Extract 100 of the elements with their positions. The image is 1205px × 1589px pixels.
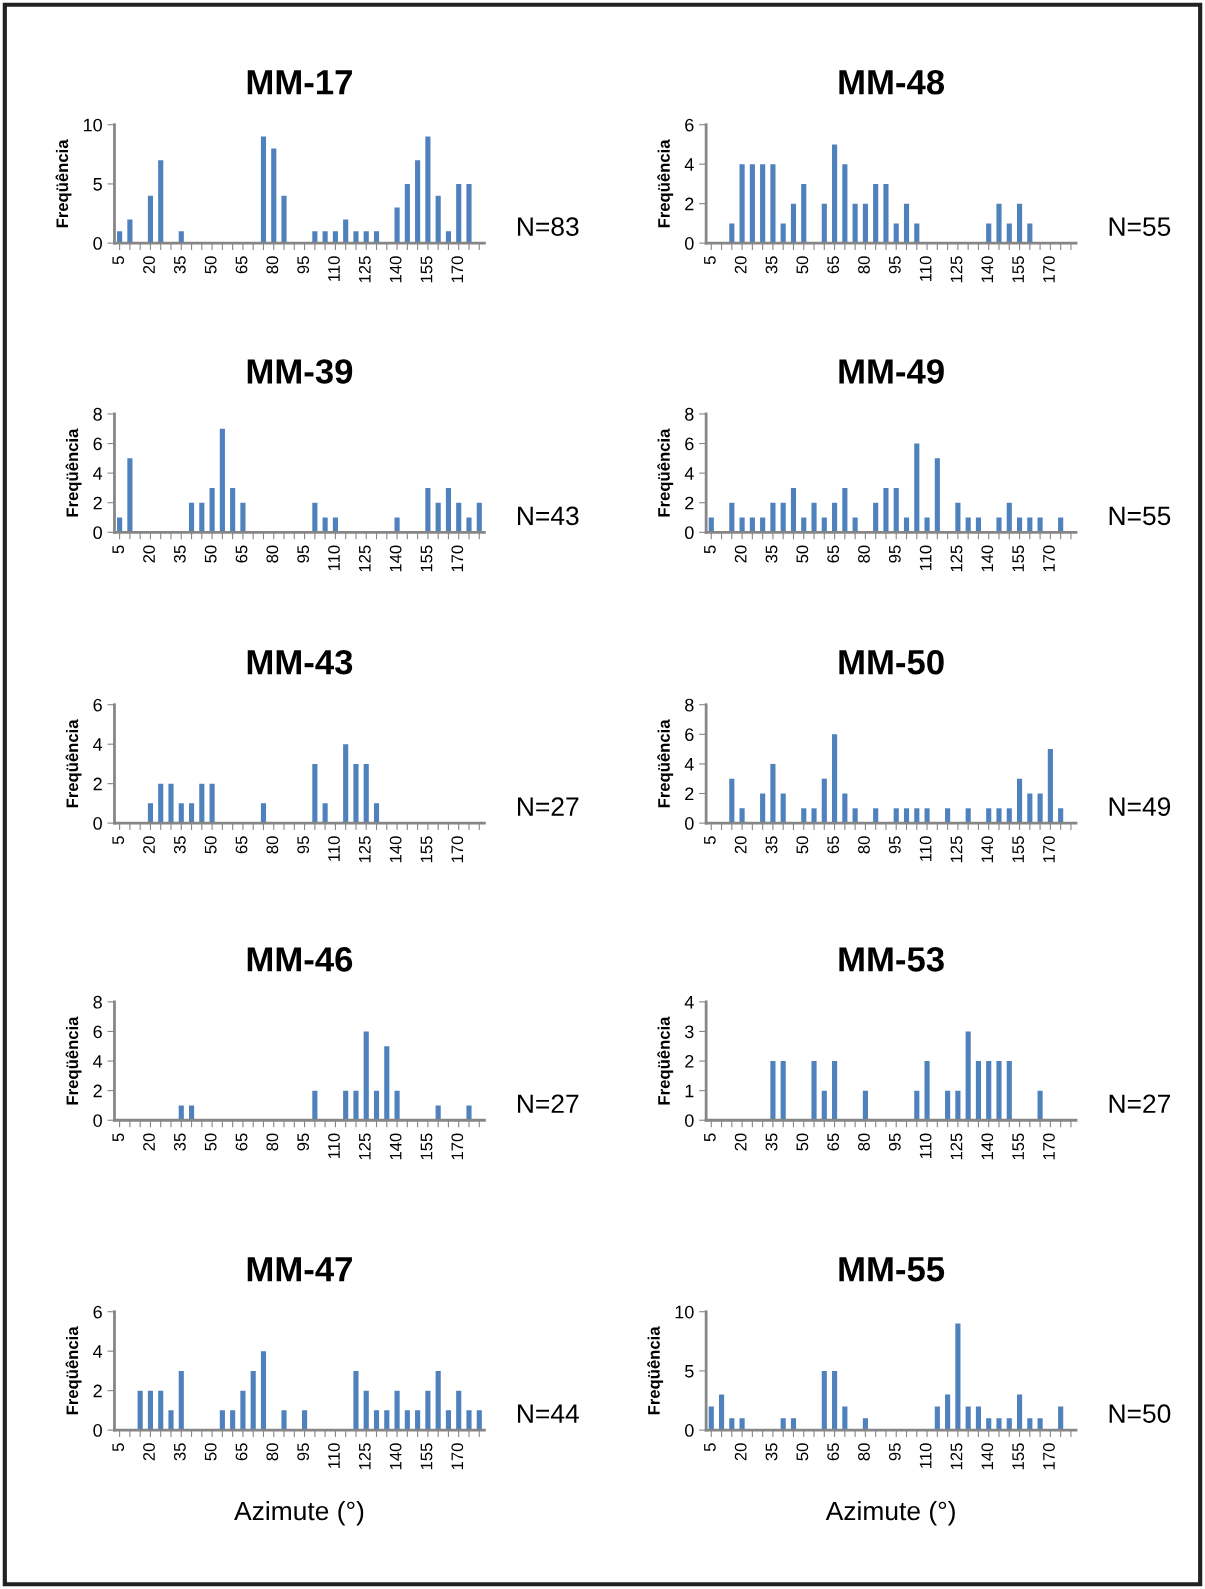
bar	[832, 502, 838, 533]
bar	[739, 808, 745, 824]
x-tick-label: 5	[112, 836, 125, 845]
x-tick-label: 5	[112, 1443, 125, 1452]
x-tick-label: 155	[420, 836, 433, 863]
bar	[790, 487, 797, 533]
bar	[770, 763, 776, 824]
x-tick-label: 155	[420, 1133, 433, 1160]
bar	[914, 223, 920, 244]
x-tick-label: 5	[704, 836, 716, 845]
x-tick-label: 20	[734, 256, 747, 274]
y-tick-label: 4	[684, 467, 694, 480]
bar	[873, 502, 879, 533]
bar	[749, 164, 755, 244]
y-axis-title: Freqüência	[657, 139, 674, 228]
bar	[873, 808, 879, 824]
x-tick-label: 95	[297, 836, 310, 854]
bar	[914, 1090, 920, 1121]
bar	[456, 183, 462, 244]
bar	[209, 783, 215, 824]
x-tick-label: 155	[1012, 256, 1025, 283]
bar	[1058, 1406, 1064, 1431]
y-tick-label: 6	[93, 1305, 102, 1319]
bar	[852, 203, 858, 244]
bar	[986, 1418, 992, 1431]
text: N=49	[1109, 797, 1171, 816]
x-tick-label: 170	[451, 1443, 464, 1470]
text: N=83	[518, 217, 579, 236]
x-tick-label: 125	[358, 1133, 371, 1160]
bar	[332, 231, 338, 244]
bar	[770, 164, 776, 244]
bar	[1006, 808, 1012, 824]
bar	[281, 195, 287, 244]
x-axis-title: Azimute (°)	[234, 1500, 364, 1526]
x-tick-label: 80	[266, 256, 279, 274]
y-tick-label: 0	[93, 237, 102, 250]
bar	[302, 1410, 308, 1431]
x-tick-label: 80	[858, 1133, 870, 1151]
chart-title: MM-49	[839, 359, 944, 384]
bar	[780, 1061, 786, 1121]
bar	[996, 808, 1002, 824]
y-tick-label: 8	[685, 407, 694, 421]
y-axis-title: Freqüência	[65, 1326, 82, 1415]
chart-title: MM-47	[247, 1257, 352, 1282]
bar	[373, 803, 380, 824]
bar	[832, 734, 838, 824]
x-tick-label: 5	[112, 256, 125, 265]
bar	[394, 1390, 400, 1431]
x-tick-label: 5	[704, 1443, 716, 1452]
bar	[178, 1370, 184, 1431]
x-tick-label: 50	[796, 1133, 809, 1151]
chart-title: MM-48	[839, 69, 945, 95]
bar	[415, 160, 421, 244]
x-tick-label: 80	[858, 1443, 870, 1461]
bar	[322, 231, 328, 244]
x-tick-label: 35	[173, 1133, 186, 1151]
x-tick-label: 5	[112, 545, 125, 554]
bar	[986, 223, 992, 244]
chart-title: MM-53	[839, 947, 944, 972]
x-tick-label: 110	[919, 836, 932, 861]
bar	[1016, 778, 1023, 824]
bar	[199, 783, 205, 824]
x-tick-label: 110	[328, 1443, 340, 1468]
x-tick-label: 50	[204, 1133, 217, 1151]
y-axis-title: Freqüência	[647, 1326, 664, 1415]
x-tick-label: 80	[266, 545, 279, 563]
bar	[1027, 793, 1033, 824]
chart-title: MM-55	[839, 1257, 945, 1282]
bar	[801, 183, 807, 244]
x-tick-label: 170	[1043, 545, 1055, 572]
text: N=27	[1109, 1094, 1170, 1113]
x-tick-label: 125	[950, 1443, 963, 1470]
bar	[147, 1390, 154, 1431]
x-tick-label: 170	[451, 545, 464, 572]
bar	[343, 219, 349, 244]
bar	[178, 803, 184, 824]
bar	[230, 1410, 236, 1431]
bar	[363, 1031, 369, 1121]
bar	[1037, 793, 1043, 824]
bar	[1037, 1090, 1043, 1121]
x-tick-label: 65	[235, 1133, 248, 1151]
bar	[343, 1090, 349, 1121]
bar	[893, 808, 899, 824]
bar	[862, 1418, 868, 1431]
y-tick-label: 5	[685, 1365, 694, 1378]
bar	[435, 1370, 441, 1431]
x-tick-label: 65	[235, 1443, 248, 1461]
x-tick-label: 35	[765, 1443, 778, 1461]
x-tick-label: 125	[358, 256, 371, 283]
bar	[230, 487, 236, 533]
x-tick-label: 50	[796, 836, 809, 854]
x-tick-label: 140	[981, 1133, 994, 1160]
x-tick-label: 20	[143, 1443, 155, 1461]
y-tick-label: 6	[93, 698, 102, 712]
bar	[934, 1406, 940, 1431]
bar	[770, 502, 776, 533]
x-tick-label: 140	[389, 1443, 402, 1470]
bar	[1006, 1418, 1012, 1431]
x-tick-label: 50	[796, 545, 809, 563]
bar	[363, 231, 369, 244]
